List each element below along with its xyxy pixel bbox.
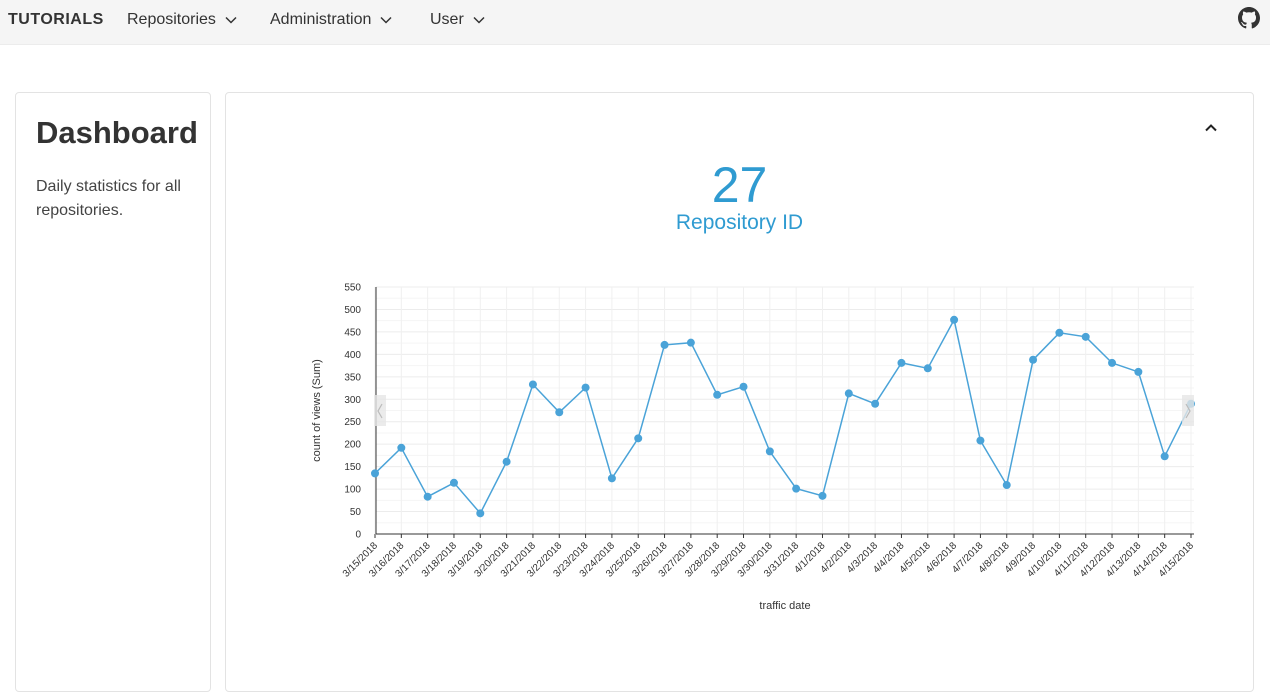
nav-administration-label: Administration <box>270 11 372 28</box>
data-point[interactable] <box>976 436 985 445</box>
y-axis-label: count of views (Sum) <box>311 359 323 462</box>
data-point[interactable] <box>1002 481 1011 490</box>
chevron-up-icon[interactable] <box>1204 121 1218 135</box>
traffic-line-chart: 0 50 100 150 200 250 300 350 400 450 500 550 3/15/2… <box>311 283 1196 613</box>
chevron-left-icon <box>377 403 383 419</box>
data-point[interactable] <box>423 492 432 501</box>
github-icon[interactable] <box>1238 7 1260 29</box>
data-point[interactable] <box>686 338 695 347</box>
data-point[interactable] <box>502 457 511 466</box>
data-point[interactable] <box>792 484 801 493</box>
data-point[interactable] <box>371 469 379 478</box>
data-point[interactable] <box>1160 452 1169 461</box>
y-tick-label: 50 <box>350 507 362 518</box>
data-point[interactable] <box>660 340 669 349</box>
nav-repositories-dropdown[interactable]: Repositories <box>127 11 238 29</box>
data-point[interactable] <box>1029 355 1038 364</box>
chart-scroll-left-button[interactable] <box>374 395 386 426</box>
data-point[interactable] <box>1134 367 1143 376</box>
chevron-down-icon <box>473 16 485 24</box>
data-point[interactable] <box>765 447 774 456</box>
data-point[interactable] <box>871 399 880 408</box>
chevron-down-icon <box>380 16 392 24</box>
data-point[interactable] <box>844 389 853 398</box>
nav-user-dropdown[interactable]: User <box>430 11 486 29</box>
chart-grid <box>374 286 1194 535</box>
chevron-right-icon <box>1185 403 1191 419</box>
chart-scroll-right-button[interactable] <box>1182 395 1194 426</box>
repository-id-value: 27 <box>711 157 768 213</box>
y-tick-label: 200 <box>344 440 361 451</box>
data-point[interactable] <box>607 474 616 483</box>
sidebar-card: Dashboard Daily statistics for all repos… <box>15 92 211 692</box>
top-navbar: TUTORIALS Repositories Administration Us… <box>0 0 1270 45</box>
chevron-down-icon <box>225 16 237 24</box>
y-tick-label: 450 <box>344 327 361 338</box>
y-axis-ticks: 0 50 100 150 200 250 300 350 400 450 500 550 <box>344 283 361 541</box>
data-point[interactable] <box>739 382 748 391</box>
data-point[interactable] <box>713 390 722 399</box>
page-description: Daily statistics for all repositories. <box>36 178 181 219</box>
data-point[interactable] <box>449 478 458 487</box>
repository-stats-card: 27 Repository ID 0 50 100 150 200 250 300 350 40… <box>225 92 1254 692</box>
x-axis-label: traffic date <box>759 600 810 612</box>
data-point[interactable] <box>818 491 827 500</box>
nav-user-label: User <box>430 11 464 28</box>
data-point[interactable] <box>897 358 906 367</box>
page-title: Dashboard <box>36 115 198 150</box>
y-tick-label: 0 <box>355 530 361 541</box>
y-tick-label: 300 <box>344 395 361 406</box>
y-tick-label: 150 <box>344 462 361 473</box>
data-point[interactable] <box>634 434 643 443</box>
data-point[interactable] <box>555 408 564 417</box>
y-tick-label: 550 <box>344 283 361 294</box>
x-axis-ticks: 3/15/20183/16/20183/17/20183/18/20183/19… <box>341 534 1196 580</box>
data-point[interactable] <box>923 364 932 373</box>
chart-scroll-arrows <box>374 395 1194 426</box>
repository-id-label: Repository ID <box>675 211 804 234</box>
series-points <box>371 315 1195 518</box>
data-point[interactable] <box>950 315 959 324</box>
nav-administration-dropdown[interactable]: Administration <box>270 11 393 29</box>
data-point[interactable] <box>528 380 537 389</box>
nav-repositories-label: Repositories <box>127 11 216 28</box>
y-tick-label: 400 <box>344 350 361 361</box>
data-point[interactable] <box>1055 328 1064 337</box>
data-point[interactable] <box>397 443 406 452</box>
y-tick-label: 500 <box>344 305 361 316</box>
data-point[interactable] <box>1081 332 1090 341</box>
brand-logo[interactable]: TUTORIALS <box>8 11 104 28</box>
y-tick-label: 100 <box>344 485 361 496</box>
data-point[interactable] <box>476 509 485 518</box>
data-point[interactable] <box>1108 358 1117 367</box>
series-line <box>374 317 1192 515</box>
data-point[interactable] <box>581 383 590 392</box>
y-tick-label: 350 <box>344 372 361 383</box>
y-tick-label: 250 <box>344 417 361 428</box>
